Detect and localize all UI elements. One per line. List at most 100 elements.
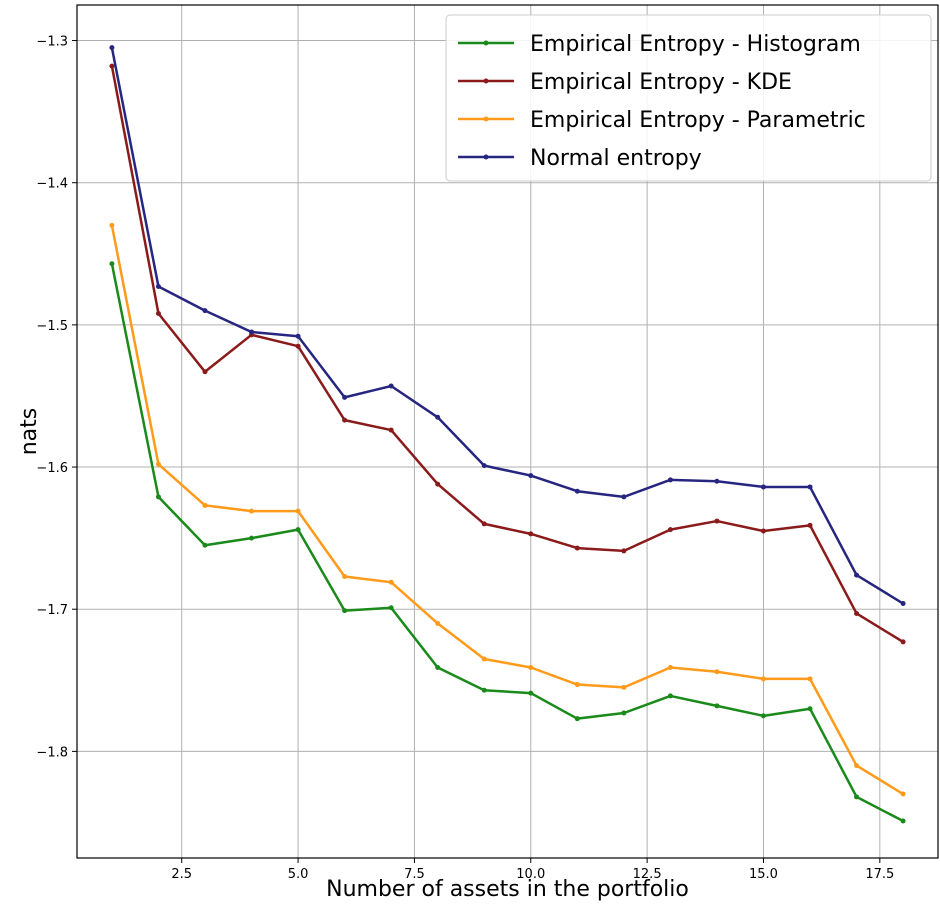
data-point (714, 478, 720, 484)
data-point (295, 343, 301, 349)
series-group (109, 45, 906, 824)
data-point (388, 383, 394, 389)
data-point (854, 610, 860, 616)
y-tick-label: −1.8 (36, 745, 68, 760)
data-point (435, 414, 441, 420)
data-point (667, 693, 673, 699)
x-tick-label: 10.0 (516, 867, 545, 882)
series-line (110, 65, 904, 643)
data-point (854, 763, 860, 769)
data-point (667, 664, 673, 670)
data-point (621, 494, 627, 500)
data-point (109, 45, 115, 51)
data-point (481, 463, 487, 469)
data-point (528, 531, 534, 537)
data-point (155, 311, 161, 317)
data-point (435, 664, 441, 670)
data-point (295, 333, 301, 339)
data-point (621, 548, 627, 554)
x-axis-label: Number of assets in the portfolio (326, 877, 689, 902)
data-point (574, 488, 580, 494)
data-point (574, 682, 580, 688)
data-point (807, 676, 813, 682)
x-tick-label: 17.5 (865, 867, 894, 882)
data-point (435, 481, 441, 487)
x-tick-label: 7.5 (404, 867, 425, 882)
data-point (528, 664, 534, 670)
data-point (202, 542, 208, 548)
data-point (574, 716, 580, 722)
data-point (900, 601, 906, 607)
data-point (435, 620, 441, 626)
y-axis-ticks: −1.3 −1.4 −1.5 −1.6 −1.7 −1.8 (36, 35, 77, 760)
data-point (249, 329, 255, 335)
data-point (295, 527, 301, 533)
data-point (574, 545, 580, 551)
grid-lines (77, 5, 938, 858)
legend-label: Empirical Entropy - Parametric (530, 108, 866, 133)
legend-marker (483, 154, 489, 160)
x-tick-label: 2.5 (171, 867, 192, 882)
data-point (249, 508, 255, 514)
data-point (342, 394, 348, 400)
data-point (900, 818, 906, 824)
data-point (760, 484, 766, 490)
y-axis-label: nats (17, 408, 42, 456)
data-point (342, 574, 348, 580)
data-point (854, 572, 860, 578)
data-point (667, 477, 673, 483)
legend-marker (483, 40, 489, 46)
y-tick-label: −1.5 (36, 319, 68, 334)
legend-label: Empirical Entropy - Histogram (530, 32, 861, 57)
data-point (342, 417, 348, 423)
data-point (155, 494, 161, 500)
legend-box (445, 14, 932, 182)
x-axis-ticks: 2.5 5.0 7.5 10.0 12.5 15.0 17.5 (171, 858, 894, 882)
y-tick-label: −1.4 (36, 177, 68, 192)
data-point (481, 687, 487, 693)
series-line (110, 47, 904, 605)
legend-marker (483, 116, 489, 122)
data-point (202, 502, 208, 508)
legend-label: Empirical Entropy - KDE (530, 70, 792, 95)
data-point (155, 283, 161, 289)
data-point (109, 261, 115, 267)
y-tick-label: −1.3 (36, 35, 68, 50)
data-point (714, 518, 720, 524)
y-tick-label: −1.6 (36, 461, 68, 476)
data-point (249, 535, 255, 541)
data-point (481, 656, 487, 662)
data-point (760, 713, 766, 719)
data-point (109, 222, 115, 228)
data-point (621, 684, 627, 690)
legend: Empirical Entropy - Histogram Empirical E… (445, 14, 932, 182)
data-point (760, 676, 766, 682)
data-point (342, 608, 348, 614)
data-point (714, 703, 720, 709)
x-tick-label: 15.0 (749, 867, 778, 882)
data-point (528, 690, 534, 696)
legend-marker (483, 78, 489, 84)
plot-frame (76, 4, 939, 859)
data-point (155, 461, 161, 467)
data-point (528, 473, 534, 479)
x-tick-label: 5.0 (288, 867, 309, 882)
data-point (807, 706, 813, 712)
data-point (807, 484, 813, 490)
data-point (202, 369, 208, 375)
legend-label: Normal entropy (530, 146, 702, 171)
data-point (621, 710, 627, 716)
series-line (110, 263, 904, 823)
data-point (900, 791, 906, 797)
data-point (388, 605, 394, 611)
data-point (854, 794, 860, 800)
data-point (202, 308, 208, 314)
data-point (388, 427, 394, 433)
data-point (109, 63, 115, 69)
data-point (807, 522, 813, 528)
data-point (760, 528, 766, 534)
data-point (295, 508, 301, 514)
data-point (714, 669, 720, 675)
data-point (481, 521, 487, 527)
